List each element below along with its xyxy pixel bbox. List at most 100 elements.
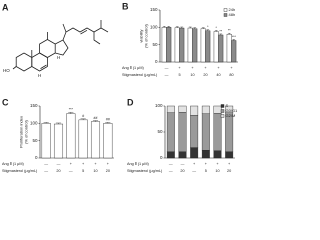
bar (78, 119, 88, 159)
significance-mark: ** (219, 29, 222, 33)
ring (15, 52, 33, 72)
significance-mark: * (207, 25, 209, 29)
bar (161, 27, 167, 63)
atom-label: HO (3, 68, 10, 73)
legend-swatch (220, 114, 225, 118)
x-tick-label: — (57, 162, 61, 166)
error-bar (55, 122, 62, 125)
y-tick-label: 150 (30, 103, 38, 108)
error-bar (227, 33, 231, 35)
bar (53, 123, 64, 159)
x-tick-label: + (82, 162, 85, 166)
significance-mark: * (216, 26, 218, 30)
x-tick-label: 10 (93, 169, 97, 173)
x-tick-label: 20 (227, 169, 231, 173)
x-tick-label: 20 (203, 73, 207, 77)
error-bar (193, 27, 197, 29)
bar-segment (190, 147, 199, 159)
x-tick-label: 20 (56, 169, 60, 173)
x-tick-label: — (44, 169, 48, 173)
side-chain (93, 32, 101, 45)
x-tick-label: 5 (205, 169, 207, 173)
y-tick-label: 100 (30, 121, 38, 126)
row-title: Ang Ⅱ (1 μM) (122, 66, 145, 70)
x-tick-label: + (70, 162, 73, 166)
x-tick-label: — (44, 162, 48, 166)
bar-segment (201, 113, 210, 151)
bond (12, 66, 17, 70)
bar-segment (201, 105, 210, 115)
x-tick-label: — (181, 162, 185, 166)
significance-mark: *** (232, 35, 237, 39)
legend-swatch (223, 8, 228, 12)
error-bar (162, 26, 166, 28)
bar (179, 27, 185, 63)
bond (40, 64, 47, 69)
x-tick-label: + (178, 66, 181, 70)
error-bar (68, 112, 74, 114)
row-title: Stigmasterol (μg/mL) (127, 169, 163, 173)
x-tick-label: 80 (229, 73, 233, 77)
x-tick-label: + (193, 162, 196, 166)
legend-swatch (223, 13, 228, 17)
x-tick-label: — (192, 169, 196, 173)
y-tick-label: 50 (152, 42, 158, 47)
bar-segment (178, 151, 187, 159)
x-tick-label: 40 (216, 73, 220, 77)
bar-segment (201, 149, 210, 159)
bar (66, 113, 76, 159)
error-bar (214, 30, 218, 32)
bar (166, 27, 172, 63)
bar (213, 31, 219, 63)
bond (80, 29, 88, 35)
x-tick-label: + (204, 66, 207, 70)
atom-label: H (57, 55, 60, 60)
error-bar (219, 33, 223, 35)
legend-label: G2/M (226, 113, 236, 118)
ring (55, 39, 69, 56)
bar (90, 121, 101, 159)
error-bar (180, 26, 184, 29)
significance-mark: # (82, 114, 84, 118)
error-bar (175, 26, 179, 28)
x-tick-label: + (205, 162, 208, 166)
bar (41, 123, 51, 159)
panel-label: C (2, 97, 9, 107)
bar-segment (178, 112, 187, 152)
x-tick-label: 20 (180, 169, 184, 173)
significance-mark: ** (228, 29, 231, 33)
x-tick-label: + (216, 162, 219, 166)
legend-label: S (226, 103, 229, 108)
bar-segment (213, 113, 222, 151)
error-bar (92, 120, 99, 122)
significance-mark: ## (94, 116, 98, 120)
error-bar (80, 118, 86, 120)
bar (103, 123, 113, 159)
bar (187, 27, 193, 63)
x-tick-label: + (107, 162, 110, 166)
bar-segment (225, 105, 234, 113)
bar-segment (190, 105, 199, 116)
y-tick-label: 0 (35, 155, 38, 160)
error-bar (201, 27, 205, 29)
bar (218, 34, 224, 63)
y-tick-label: 0 (160, 155, 163, 160)
panel-label: D (127, 97, 134, 107)
error-bar (43, 122, 49, 124)
x-tick-label: 10 (190, 73, 194, 77)
y-tick-label: 100 (155, 103, 163, 108)
y-axis-label: Proliferation index (19, 116, 24, 148)
x-tick-label: — (165, 66, 169, 70)
bar-segment (178, 105, 187, 113)
row-title: Stigmasterol (μg/mL) (2, 169, 38, 173)
error-bar (232, 39, 236, 41)
bar-segment (225, 112, 234, 152)
bar-segment (166, 105, 175, 113)
ring (39, 39, 56, 58)
bar (231, 40, 237, 63)
atom-label: H (38, 73, 41, 78)
y-axis-label: (% of control) (144, 23, 149, 47)
row-title: Ang Ⅱ (1 μM) (2, 162, 25, 166)
legend-swatch (220, 104, 225, 108)
